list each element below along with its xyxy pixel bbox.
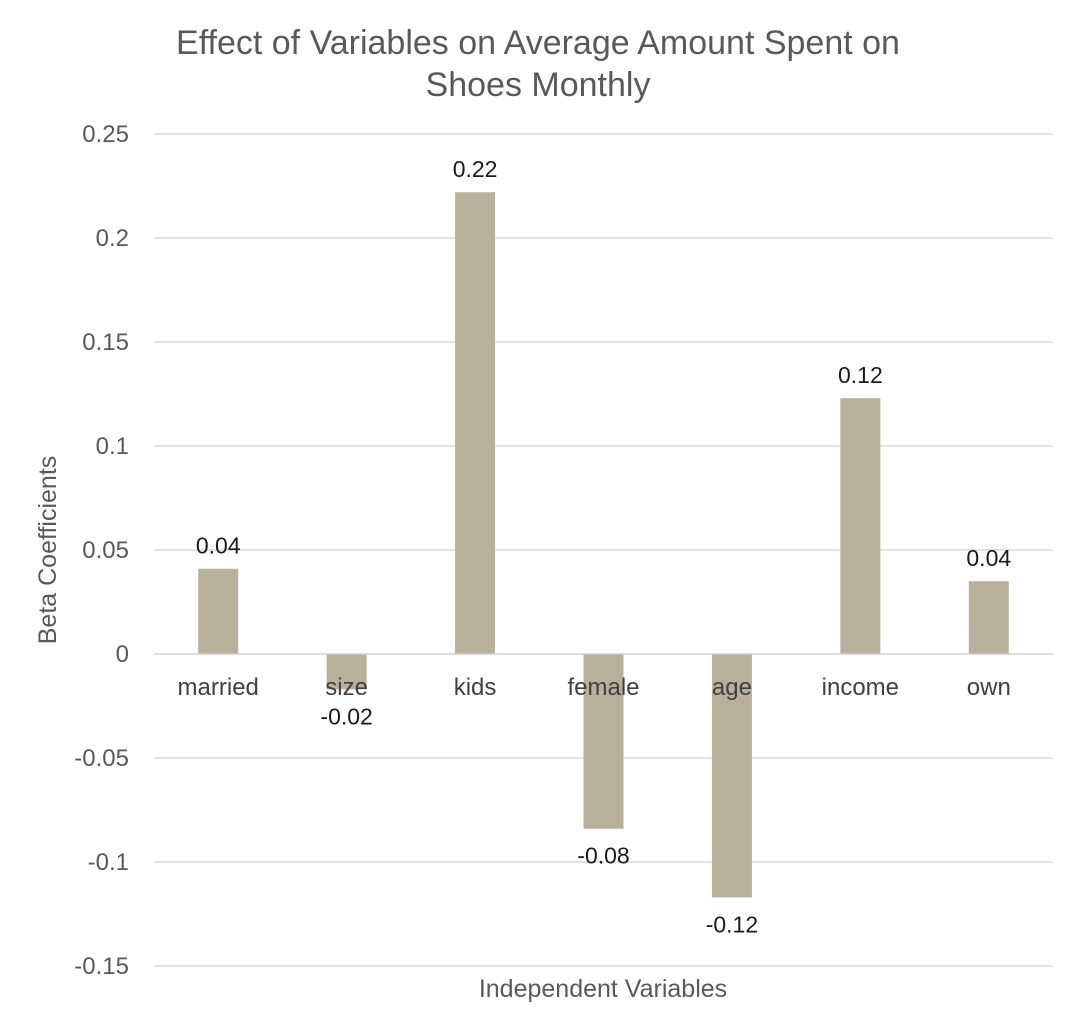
y-tick-label: 0 bbox=[116, 641, 129, 668]
x-axis-title: Independent Variables bbox=[479, 975, 727, 1003]
data-label-married: 0.04 bbox=[196, 533, 241, 559]
bar-own bbox=[968, 581, 1009, 654]
bars bbox=[198, 192, 1009, 898]
category-label-own: own bbox=[967, 674, 1011, 701]
chart-title-line-1: Effect of Variables on Average Amount Sp… bbox=[176, 24, 900, 62]
bar-age bbox=[711, 654, 752, 898]
y-tick-label: 0.1 bbox=[96, 433, 129, 460]
category-label-size: size bbox=[325, 674, 368, 701]
bar-married bbox=[198, 568, 239, 654]
bar-size bbox=[326, 654, 367, 690]
y-tick-label: 0.15 bbox=[82, 329, 129, 356]
category-label-income: income bbox=[822, 674, 899, 701]
y-tick-label: 0.05 bbox=[82, 537, 129, 564]
y-tick-label: 0.2 bbox=[96, 225, 129, 252]
category-label-female: female bbox=[567, 674, 639, 701]
gridlines bbox=[154, 133, 1053, 967]
category-label-age: age bbox=[712, 674, 752, 701]
category-labels: married size kids female age income own bbox=[178, 674, 1011, 701]
y-tick-label: -0.15 bbox=[74, 953, 129, 980]
bar-income bbox=[840, 398, 881, 654]
bar-female bbox=[583, 654, 624, 829]
category-label-kids: kids bbox=[454, 674, 497, 701]
y-tick-label: -0.05 bbox=[74, 745, 129, 772]
y-tick-label: -0.1 bbox=[88, 849, 129, 876]
data-label-female: -0.08 bbox=[577, 843, 629, 869]
data-label-size: -0.02 bbox=[320, 703, 372, 729]
bar-kids bbox=[455, 192, 496, 655]
data-labels: 0.04 -0.02 0.22 -0.08 -0.12 0.12 0.04 bbox=[196, 156, 1012, 937]
chart-title-line-2: Shoes Monthly bbox=[426, 66, 651, 104]
y-tick-labels: 0.25 0.2 0.15 0.1 0.05 0 -0.05 -0.1 -0.15 bbox=[74, 121, 129, 980]
y-axis-title: Beta Coefficients bbox=[34, 456, 62, 645]
y-tick-label: 0.25 bbox=[82, 121, 129, 148]
data-label-age: -0.12 bbox=[706, 911, 758, 937]
data-label-kids: 0.22 bbox=[453, 156, 498, 182]
data-label-own: 0.04 bbox=[966, 545, 1011, 571]
data-label-income: 0.12 bbox=[838, 362, 883, 388]
category-label-married: married bbox=[178, 674, 259, 701]
